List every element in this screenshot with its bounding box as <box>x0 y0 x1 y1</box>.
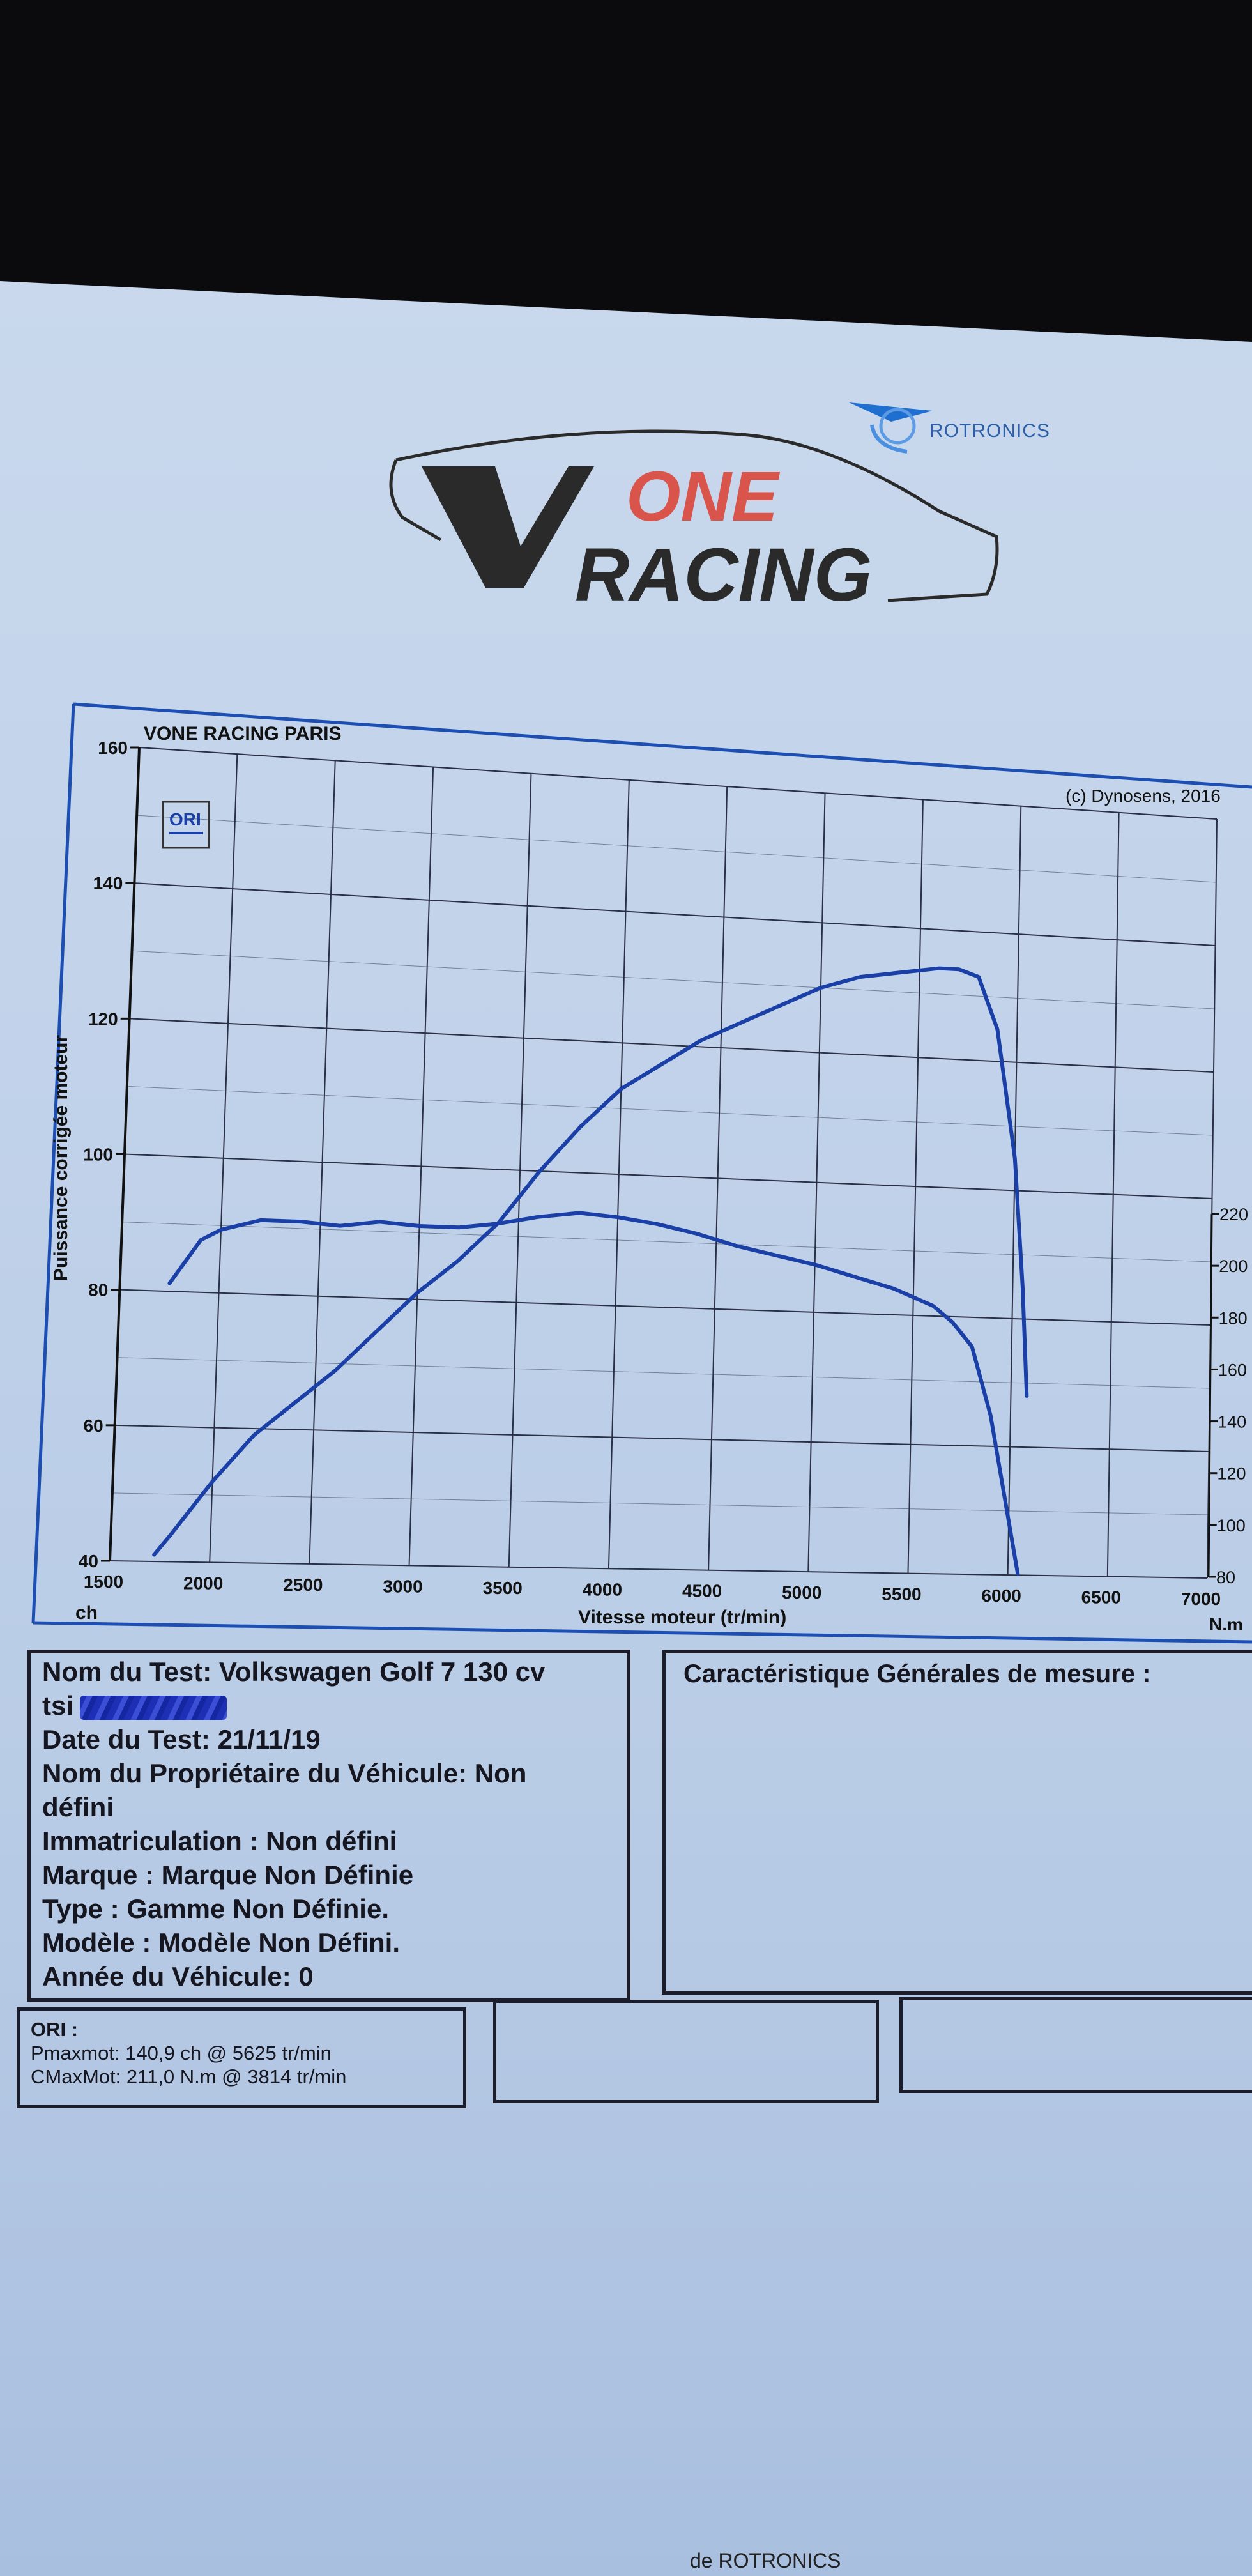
results-box <box>17 2007 466 2108</box>
annee: Année du Véhicule: 0 <box>42 1961 314 1991</box>
y-tick-label: 100 <box>83 1145 113 1165</box>
x-tick-label: 2000 <box>183 1573 223 1593</box>
x-tick-label: 6000 <box>981 1586 1021 1606</box>
grid-line-y <box>109 1560 1208 1579</box>
brand-name: ROTRONICS <box>929 420 1050 441</box>
type: Type : Gamme Non Définie. <box>42 1894 389 1924</box>
test-info-box <box>27 1650 630 2002</box>
pmax-value: Pmaxmot: 140,9 ch @ 5625 tr/min <box>31 2042 332 2064</box>
empty-box-right <box>899 1997 1252 2093</box>
y-axis-line <box>109 747 141 1561</box>
test-name-continued: tsi <box>42 1689 545 1722</box>
rotronics-logo <box>849 402 933 454</box>
immatriculation: Immatriculation : Non défini <box>42 1826 397 1856</box>
y-tick-label: 60 <box>84 1416 103 1436</box>
chart-title: VONE RACING PARIS <box>144 723 341 744</box>
y2-tick-label: 200 <box>1219 1257 1248 1276</box>
y2-tick-label: 180 <box>1219 1308 1248 1328</box>
logo-racing-text: RACING <box>575 533 872 617</box>
redacted-mark <box>80 1695 227 1720</box>
y-axis-label: Puissance corrigée moteur <box>50 1035 72 1281</box>
y2-unit-label: N.m <box>1209 1614 1243 1634</box>
x-tick-label: 5500 <box>882 1584 921 1604</box>
legend-box <box>162 801 210 849</box>
modele: Modèle : Modèle Non Défini. <box>42 1928 401 1958</box>
x-tick-label: 4000 <box>583 1579 622 1599</box>
y2-tick-label: 140 <box>1218 1413 1246 1432</box>
grid-line-y <box>124 1153 1212 1199</box>
torque-curve <box>167 1211 1020 1576</box>
grid-line-minor <box>132 950 1215 1009</box>
grid-line-minor <box>126 1085 1213 1136</box>
test-date: Date du Test: 21/11/19 <box>42 1724 321 1754</box>
grid-line-y <box>129 1018 1214 1073</box>
y2-tick-label: 100 <box>1217 1516 1246 1535</box>
footer-text: de ROTRONICS <box>690 2549 841 2572</box>
dyno-chart: 1500 2000 2500 3000 3500 4000 4500 5000 5500 6000… <box>31 702 1252 1644</box>
y2-tick-label: 160 <box>1218 1360 1247 1379</box>
paper-sheet <box>0 281 1252 2576</box>
cmax-value: CMaxMot: 211,0 N.m @ 3814 tr/min <box>31 2066 347 2088</box>
x-tick-label: 3000 <box>383 1576 422 1596</box>
owner-line1: Nom du Propriétaire du Véhicule: Non <box>42 1758 527 1788</box>
chart-frame-bottom <box>33 1621 1252 1644</box>
grid-line-y <box>139 747 1218 820</box>
x-tick-label: 4500 <box>682 1581 722 1601</box>
x-axis-label: Vitesse moteur (tr/min) <box>578 1607 786 1628</box>
legend-label: ORI <box>169 809 201 829</box>
mesure-box <box>662 1650 1252 1995</box>
marque: Marque : Marque Non Définie <box>42 1860 414 1890</box>
x-tick-label: 2500 <box>283 1575 323 1595</box>
grid-line-minor <box>122 1222 1212 1262</box>
y2-tick-label: 80 <box>1216 1568 1235 1587</box>
grid-line-y <box>134 882 1216 946</box>
y-tick-label: 160 <box>98 738 128 758</box>
y-tick-label: 40 <box>79 1551 98 1571</box>
y-tick-label: 80 <box>88 1280 108 1300</box>
grid-line-y <box>119 1289 1211 1326</box>
owner-line2: défini <box>42 1792 114 1822</box>
y2-tick-label: 120 <box>1217 1464 1246 1483</box>
x-tick-label: 5000 <box>782 1583 821 1602</box>
y-unit-label: ch <box>75 1602 98 1623</box>
test-name: Nom du Test: Volkswagen Golf 7 130 cv <box>42 1657 546 1687</box>
x-tick-label: 6500 <box>1081 1588 1121 1607</box>
vone-racing-logo: ONE RACING <box>389 429 999 617</box>
test-info-text: Nom du Test: Volkswagen Golf 7 130 cv ts… <box>42 1655 545 1993</box>
logo-one-text: ONE <box>626 457 781 536</box>
grid-line-y <box>114 1424 1209 1452</box>
x-tick-label: 1500 <box>84 1572 123 1591</box>
chart-frame <box>73 702 1252 789</box>
y-tick-label: 120 <box>88 1009 118 1029</box>
grid-line-minor <box>112 1492 1209 1515</box>
results-text: ORI : Pmaxmot: 140,9 ch @ 5625 tr/min CM… <box>31 2018 346 2089</box>
empty-box-middle <box>493 2000 879 2103</box>
chart-copyright: (c) Dynosens, 2016 <box>1065 786 1221 806</box>
power-curve <box>152 966 1029 1557</box>
x-tick-label: 3500 <box>483 1578 523 1598</box>
y-tick-label: 140 <box>93 873 123 893</box>
results-label: ORI : <box>31 2018 79 2041</box>
grid-line-minor <box>137 815 1216 883</box>
y2-axis-line <box>1207 1213 1213 1577</box>
y2-tick-label: 220 <box>1219 1205 1248 1224</box>
mesure-title: Caractéristique Générales de mesure : <box>683 1660 1151 1688</box>
x-tick-label: 7000 <box>1181 1589 1221 1609</box>
chart-frame-left <box>31 703 75 1623</box>
grid-line-minor <box>117 1357 1210 1389</box>
